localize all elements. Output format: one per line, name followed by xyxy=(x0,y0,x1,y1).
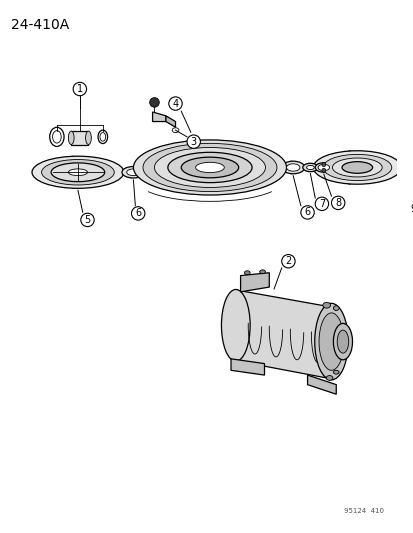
Ellipse shape xyxy=(129,166,133,178)
Ellipse shape xyxy=(68,169,87,175)
Ellipse shape xyxy=(68,131,74,144)
Polygon shape xyxy=(235,290,326,378)
Circle shape xyxy=(402,161,408,168)
Ellipse shape xyxy=(126,169,140,175)
Ellipse shape xyxy=(195,163,224,173)
Ellipse shape xyxy=(154,148,265,188)
Ellipse shape xyxy=(306,163,310,172)
Ellipse shape xyxy=(332,324,352,360)
Ellipse shape xyxy=(51,163,104,182)
Ellipse shape xyxy=(41,159,114,185)
Ellipse shape xyxy=(306,165,313,169)
Text: 9: 9 xyxy=(410,204,413,214)
Polygon shape xyxy=(152,112,166,122)
Ellipse shape xyxy=(317,164,329,171)
Ellipse shape xyxy=(122,166,145,178)
Text: 24-410A: 24-410A xyxy=(11,18,69,32)
Ellipse shape xyxy=(244,271,249,274)
Ellipse shape xyxy=(281,161,304,174)
Bar xyxy=(71,131,88,144)
Ellipse shape xyxy=(319,163,323,172)
Text: 6: 6 xyxy=(135,208,141,219)
Ellipse shape xyxy=(221,289,249,361)
Text: 8: 8 xyxy=(334,198,340,208)
Polygon shape xyxy=(240,273,268,292)
Circle shape xyxy=(73,82,86,96)
Circle shape xyxy=(406,202,413,215)
Circle shape xyxy=(281,255,294,268)
Ellipse shape xyxy=(68,156,78,188)
Circle shape xyxy=(321,168,325,172)
Circle shape xyxy=(169,97,182,110)
Polygon shape xyxy=(230,359,264,375)
Ellipse shape xyxy=(302,163,317,172)
Ellipse shape xyxy=(322,302,330,308)
Ellipse shape xyxy=(325,376,332,381)
Circle shape xyxy=(314,197,328,211)
Ellipse shape xyxy=(288,161,293,174)
Ellipse shape xyxy=(332,370,338,374)
Ellipse shape xyxy=(314,303,347,380)
Text: 2: 2 xyxy=(285,256,291,266)
Circle shape xyxy=(321,163,325,167)
Polygon shape xyxy=(307,375,335,394)
Ellipse shape xyxy=(181,157,238,178)
Ellipse shape xyxy=(313,151,400,184)
Ellipse shape xyxy=(341,161,372,173)
Text: 7: 7 xyxy=(318,199,324,209)
Circle shape xyxy=(300,206,313,219)
Circle shape xyxy=(131,207,145,220)
Ellipse shape xyxy=(341,151,356,184)
Ellipse shape xyxy=(85,131,91,144)
Ellipse shape xyxy=(32,156,123,188)
Ellipse shape xyxy=(318,313,343,370)
Text: 4: 4 xyxy=(172,99,178,109)
Text: 3: 3 xyxy=(190,136,196,147)
Ellipse shape xyxy=(286,164,299,171)
Ellipse shape xyxy=(259,270,265,273)
Polygon shape xyxy=(166,116,175,127)
Ellipse shape xyxy=(337,330,348,353)
Ellipse shape xyxy=(332,158,381,177)
Ellipse shape xyxy=(332,306,338,311)
Circle shape xyxy=(187,135,200,148)
Ellipse shape xyxy=(314,163,332,172)
Circle shape xyxy=(403,169,408,174)
Text: 1: 1 xyxy=(76,84,83,94)
Text: 6: 6 xyxy=(304,207,310,217)
Circle shape xyxy=(81,213,94,227)
Ellipse shape xyxy=(142,143,276,191)
Ellipse shape xyxy=(133,140,286,195)
Ellipse shape xyxy=(167,152,252,183)
Circle shape xyxy=(150,98,159,107)
Text: 5: 5 xyxy=(84,215,90,225)
Text: 95124  410: 95124 410 xyxy=(343,508,383,514)
Circle shape xyxy=(331,196,344,209)
Ellipse shape xyxy=(322,155,391,181)
